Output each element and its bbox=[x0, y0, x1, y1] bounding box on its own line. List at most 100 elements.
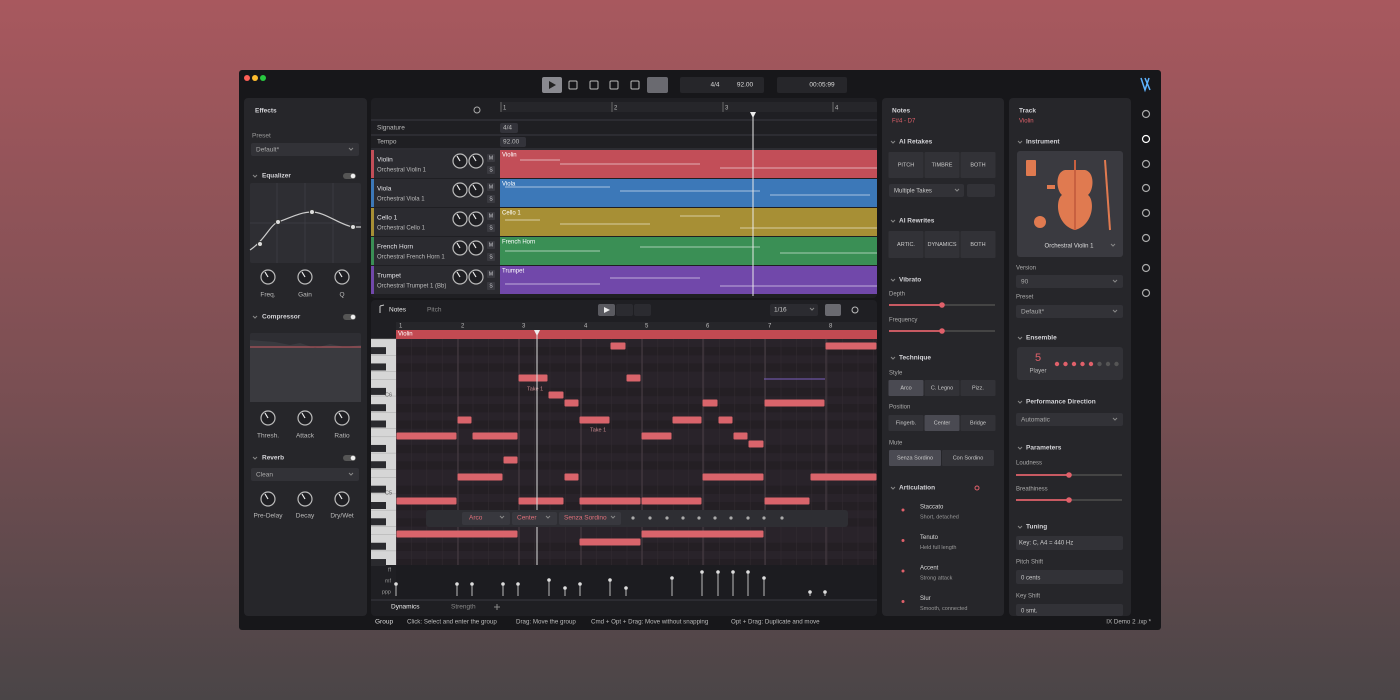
note[interactable] bbox=[702, 473, 764, 481]
tab[interactable]: Notes bbox=[389, 307, 407, 314]
note[interactable] bbox=[718, 416, 733, 424]
slider-handle[interactable] bbox=[1066, 497, 1072, 503]
clip[interactable] bbox=[500, 266, 877, 294]
sidebar-icon[interactable] bbox=[1141, 233, 1151, 243]
mute-button[interactable] bbox=[487, 154, 495, 162]
note[interactable] bbox=[579, 497, 641, 505]
articulation-name[interactable]: Accent bbox=[920, 566, 939, 572]
transport-button[interactable] bbox=[589, 80, 599, 90]
number-input[interactable] bbox=[1016, 604, 1123, 616]
note[interactable] bbox=[564, 473, 579, 481]
toolbar-icon bbox=[681, 516, 685, 520]
option-button[interactable] bbox=[960, 231, 996, 258]
option-button[interactable] bbox=[924, 231, 960, 258]
snap-button[interactable] bbox=[825, 304, 841, 316]
note[interactable] bbox=[610, 342, 626, 350]
articulation-name[interactable]: Slur bbox=[920, 596, 931, 602]
option-button[interactable] bbox=[888, 231, 924, 258]
note[interactable] bbox=[579, 538, 641, 546]
mute-button[interactable] bbox=[487, 212, 495, 220]
note[interactable] bbox=[764, 497, 810, 505]
tab[interactable]: Dynamics bbox=[391, 604, 420, 611]
mute-button[interactable] bbox=[487, 270, 495, 278]
note[interactable] bbox=[641, 432, 672, 440]
note[interactable] bbox=[396, 497, 457, 505]
mute-button[interactable] bbox=[487, 241, 495, 249]
dropdown[interactable] bbox=[251, 468, 359, 481]
note[interactable] bbox=[702, 399, 718, 407]
solo-button[interactable] bbox=[487, 253, 495, 261]
grid-dropdown[interactable] bbox=[770, 304, 818, 316]
option-button[interactable] bbox=[888, 152, 924, 178]
take-nav[interactable] bbox=[967, 184, 995, 197]
note[interactable] bbox=[764, 399, 825, 407]
sidebar-icon[interactable] bbox=[1141, 109, 1151, 119]
solo-button[interactable] bbox=[487, 224, 495, 232]
sidebar-icon[interactable] bbox=[1141, 263, 1151, 273]
note[interactable] bbox=[518, 497, 564, 505]
dropdown[interactable] bbox=[1016, 275, 1123, 288]
option-button[interactable] bbox=[889, 450, 941, 466]
sidebar-icon[interactable] bbox=[1141, 208, 1151, 218]
slider-handle[interactable] bbox=[1066, 472, 1072, 478]
transport-button[interactable] bbox=[609, 80, 619, 90]
note[interactable] bbox=[825, 342, 877, 350]
option-button[interactable] bbox=[942, 450, 994, 466]
slider-handle[interactable] bbox=[939, 302, 945, 308]
number-input[interactable] bbox=[1016, 570, 1123, 584]
note[interactable] bbox=[733, 432, 748, 440]
option-button[interactable] bbox=[960, 152, 996, 178]
note[interactable] bbox=[748, 440, 764, 448]
label: Gain bbox=[298, 292, 312, 299]
note[interactable] bbox=[396, 530, 518, 538]
note[interactable] bbox=[457, 473, 503, 481]
note[interactable] bbox=[626, 374, 641, 382]
note[interactable] bbox=[641, 497, 702, 505]
note[interactable] bbox=[810, 473, 877, 481]
note[interactable] bbox=[641, 530, 764, 538]
option-button[interactable] bbox=[960, 415, 996, 431]
mute-button[interactable] bbox=[487, 183, 495, 191]
dropdown[interactable] bbox=[1016, 413, 1123, 426]
option-button[interactable] bbox=[924, 380, 960, 396]
dropdown[interactable] bbox=[1016, 305, 1123, 318]
solo-button[interactable] bbox=[487, 166, 495, 174]
clip[interactable] bbox=[500, 179, 877, 207]
note[interactable] bbox=[396, 432, 457, 440]
note[interactable] bbox=[472, 432, 518, 440]
note[interactable] bbox=[672, 416, 702, 424]
articulation-name[interactable]: Staccato bbox=[920, 505, 944, 511]
sidebar-icon[interactable] bbox=[1141, 288, 1151, 298]
pencil-tool[interactable] bbox=[616, 304, 633, 316]
note[interactable] bbox=[503, 456, 518, 464]
sidebar-icon[interactable] bbox=[1141, 183, 1151, 193]
transport-button[interactable] bbox=[568, 80, 578, 90]
position-dropdown[interactable] bbox=[512, 512, 557, 525]
sidebar-icon[interactable] bbox=[1141, 134, 1151, 144]
slider-handle[interactable] bbox=[939, 328, 945, 334]
loop-button[interactable] bbox=[647, 77, 668, 93]
note[interactable] bbox=[457, 416, 472, 424]
note[interactable] bbox=[518, 374, 548, 382]
note[interactable] bbox=[579, 416, 610, 424]
tab[interactable]: Pitch bbox=[427, 307, 442, 314]
option-button[interactable] bbox=[924, 152, 960, 178]
mute-dropdown[interactable] bbox=[559, 512, 621, 525]
solo-button[interactable] bbox=[487, 195, 495, 203]
note[interactable] bbox=[564, 399, 579, 407]
articulation-name[interactable]: Tenuto bbox=[920, 535, 939, 541]
transport-button[interactable] bbox=[630, 80, 640, 90]
style-dropdown[interactable] bbox=[462, 512, 510, 525]
sidebar-icon[interactable] bbox=[1141, 159, 1151, 169]
option-button[interactable] bbox=[888, 380, 924, 396]
dropdown[interactable] bbox=[251, 143, 359, 156]
option-button[interactable] bbox=[888, 415, 924, 431]
tab[interactable]: Strength bbox=[451, 604, 476, 611]
option-button[interactable] bbox=[960, 380, 996, 396]
note[interactable] bbox=[548, 391, 564, 399]
clip[interactable] bbox=[500, 208, 877, 236]
solo-button[interactable] bbox=[487, 282, 495, 290]
dropdown[interactable] bbox=[889, 184, 964, 197]
eraser-tool[interactable] bbox=[634, 304, 651, 316]
option-button[interactable] bbox=[924, 415, 960, 431]
